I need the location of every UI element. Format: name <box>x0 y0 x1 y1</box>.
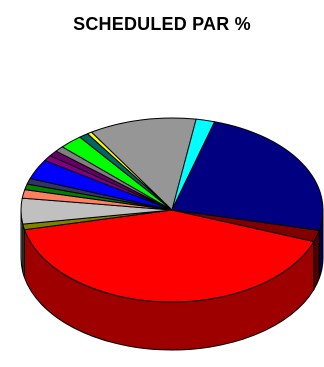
pie-slice-1 <box>24 209 315 303</box>
pie-slice-17 <box>171 209 320 242</box>
chart-title: SCHEDULED PAR % <box>73 14 251 34</box>
pie-slice-14 <box>91 117 197 211</box>
pie-top <box>20 117 324 303</box>
pie-slice-16 <box>171 121 324 231</box>
